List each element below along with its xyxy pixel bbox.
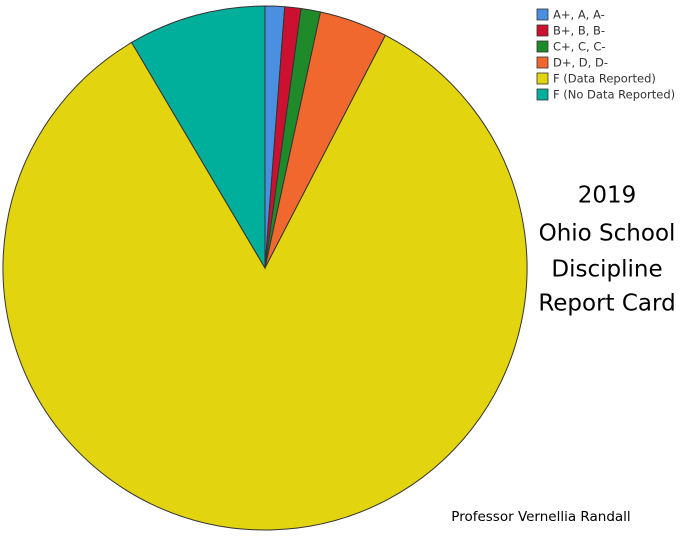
- pie-slice: [2, 34, 528, 531]
- legend-label: B+, B, B-: [553, 24, 605, 38]
- legend-label: C+, C, C-: [553, 40, 606, 54]
- legend-swatch: [536, 24, 549, 37]
- legend-swatch: [536, 88, 549, 101]
- legend-label: D+, D, D-: [553, 56, 608, 70]
- annotation: Professor Vernellia Randall: [451, 509, 630, 525]
- legend-swatch: [536, 56, 549, 69]
- legend-label: F (Data Reported): [553, 72, 656, 86]
- legend-swatch: [536, 40, 549, 53]
- chart-title: Ohio School: [539, 221, 676, 247]
- legend-label: A+, A, A-: [553, 8, 605, 22]
- chart-title: 2019: [578, 183, 637, 209]
- chart-title: Report Card: [538, 291, 675, 317]
- legend-swatch: [536, 8, 549, 21]
- legend-swatch: [536, 72, 549, 85]
- legend-label: F (No Data Reported): [553, 88, 675, 102]
- chart-title: Discipline: [551, 257, 662, 283]
- pie-slice: [130, 5, 266, 270]
